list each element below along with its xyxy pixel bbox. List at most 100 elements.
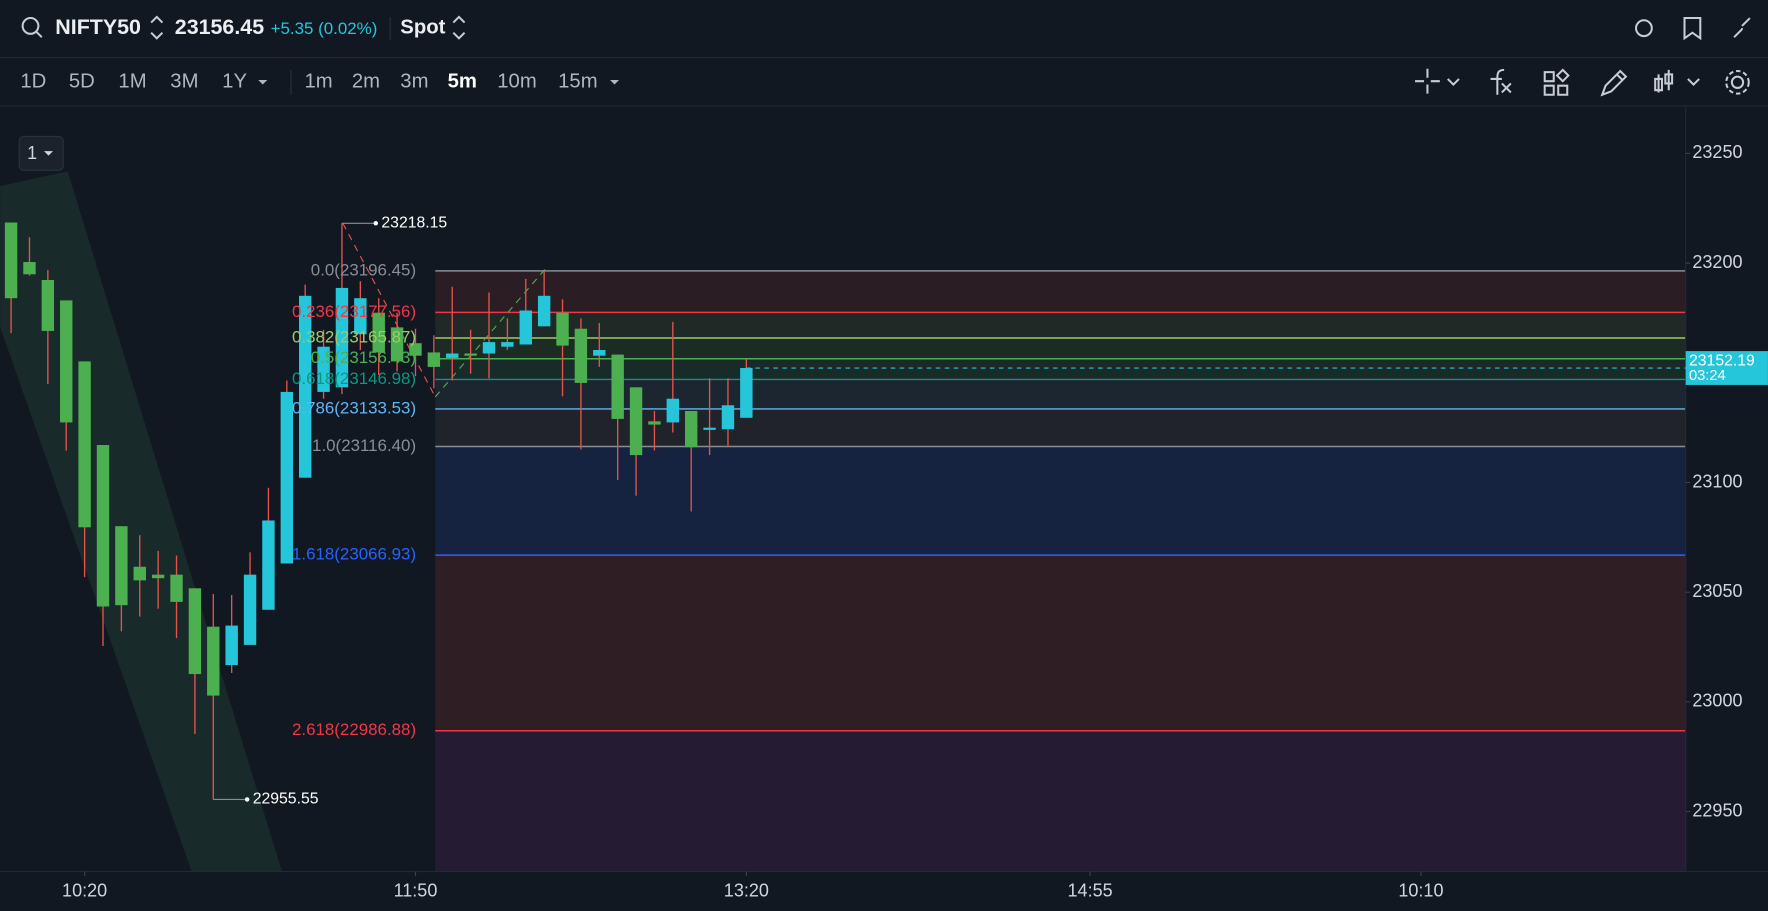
fib-label: 1.618(23066.93) — [292, 545, 416, 564]
bookmark-icon[interactable] — [1683, 17, 1702, 41]
symbol-toggle[interactable] — [150, 15, 164, 40]
fib-label: 0.618(23146.98) — [292, 369, 416, 388]
crosshair-tool[interactable] — [1415, 68, 1460, 94]
fib-label: 0.382(23165.87) — [292, 327, 416, 346]
settings-icon[interactable] — [1730, 75, 1745, 89]
candle-body — [151, 574, 165, 579]
interval-button[interactable]: 1m — [304, 71, 332, 93]
range-button[interactable]: 5D — [69, 71, 95, 93]
search-icon-handle — [35, 30, 43, 38]
y-tick-label: 23200 — [1692, 252, 1742, 272]
candle-body — [501, 342, 514, 347]
settings-icon-gear — [1725, 70, 1750, 95]
x-tick-label: 14:55 — [1068, 881, 1113, 901]
candle-body — [41, 280, 55, 331]
interval-button[interactable]: 2m — [352, 71, 380, 93]
candle-body — [390, 327, 404, 362]
templates-tool[interactable] — [1543, 68, 1570, 96]
candle-body — [298, 295, 312, 478]
interval-button-active[interactable]: 5m — [448, 71, 477, 93]
x-tick-label: 11:50 — [394, 881, 438, 901]
pane-selector[interactable]: 1 — [18, 135, 64, 171]
last-price-label: 23152.19 — [1689, 352, 1755, 369]
chart-area: 0.0(23196.45) 0.236(23177.56) 0.382(23165.… — [0, 107, 1768, 901]
fib-band — [435, 379, 1686, 409]
interval-button[interactable]: 15m — [558, 71, 597, 93]
candle-body — [335, 287, 349, 388]
candle-body — [170, 574, 183, 602]
header: NIFTY50 23156.45 +5.35 (0.02%) Spot — [0, 15, 1768, 59]
candle-body — [409, 343, 422, 356]
x-tick-label: 10:10 — [1398, 881, 1443, 901]
y-tick-label: 23000 — [1692, 691, 1742, 711]
interval-dropdown[interactable] — [610, 80, 620, 85]
fib-label: 0.236(23177.56) — [292, 302, 416, 321]
candle-body — [482, 342, 496, 354]
candle-body — [4, 222, 18, 299]
fib-band — [435, 312, 1686, 338]
candle-body — [262, 520, 275, 610]
drawing-tool[interactable] — [1600, 69, 1628, 97]
mode-toggle[interactable] — [452, 15, 466, 40]
mode[interactable]: Spot — [400, 17, 445, 39]
chart-type-tool[interactable] — [1654, 69, 1700, 93]
price-change: +5.35 (0.02%) — [271, 19, 378, 38]
price: 23156.45 — [175, 15, 264, 39]
y-tick-label: 23050 — [1692, 581, 1742, 601]
annotation-label: 22955.55 — [253, 791, 319, 808]
candle-body — [78, 361, 91, 528]
candle-body — [556, 312, 569, 346]
fib-label: 0.0(23196.45) — [311, 260, 416, 279]
annotation-label: 23218.15 — [381, 214, 447, 231]
symbol[interactable]: NIFTY50 — [55, 15, 141, 39]
fib-band — [435, 555, 1686, 731]
range-button[interactable]: 1M — [118, 71, 146, 93]
search-icon[interactable] — [21, 17, 40, 35]
range-button[interactable]: 1D — [20, 71, 46, 93]
last-price-tag — [1685, 351, 1768, 385]
annotation-dot — [244, 797, 250, 802]
fib-band — [435, 730, 1686, 872]
x-tick-label: 13:20 — [724, 881, 769, 901]
indicator-tool[interactable] — [1490, 68, 1512, 95]
trend-line — [434, 267, 547, 398]
fib-label: 1.0(23116.40) — [312, 436, 416, 455]
candle-body — [519, 310, 532, 345]
y-tick-label: 22950 — [1692, 800, 1742, 820]
pane-selector-label: 1 — [27, 143, 37, 163]
candle-body — [96, 445, 110, 607]
interval-button[interactable]: 10m — [497, 71, 536, 93]
countdown-label: 03:24 — [1689, 368, 1726, 384]
pane-selector-arrow — [44, 151, 54, 156]
candle-body — [354, 298, 367, 335]
fib-band — [435, 337, 1686, 359]
candle-body — [537, 295, 551, 327]
collapse-icon[interactable] — [1733, 17, 1751, 38]
range-dropdown[interactable] — [258, 80, 268, 85]
candle-body — [60, 300, 73, 423]
candle-body — [593, 349, 606, 356]
candle-body — [611, 354, 624, 419]
candle-body — [721, 405, 735, 430]
candle-body — [225, 625, 238, 666]
interval-button[interactable]: 3m — [400, 71, 428, 93]
alert-icon[interactable] — [1635, 19, 1653, 38]
candle-body — [574, 328, 588, 383]
candle-body — [243, 574, 257, 645]
candle-body — [280, 391, 294, 564]
candle-body — [207, 626, 220, 696]
toolbar: 1D 5D 1M 3M 1Y 1m 2m 3m 5m 10m 15m — [0, 68, 1768, 107]
range-button[interactable]: 3M — [170, 71, 198, 93]
candle-body — [666, 398, 680, 423]
y-tick-label: 23250 — [1692, 142, 1742, 162]
candle-body — [427, 352, 441, 367]
candle-body — [188, 588, 202, 675]
candle-body — [703, 427, 716, 430]
candle-body — [23, 262, 36, 275]
fib-label: 0.5(23156.43) — [311, 348, 416, 367]
pane-selector-box[interactable] — [18, 135, 64, 171]
candle-body — [740, 368, 753, 418]
candle-body — [372, 312, 385, 353]
range-button[interactable]: 1Y — [222, 71, 247, 93]
